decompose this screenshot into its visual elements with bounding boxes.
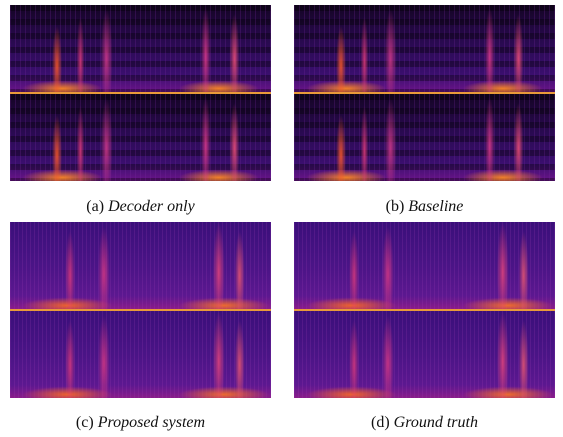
spectrogram-d <box>294 222 555 398</box>
spectrogram-a <box>10 5 271 181</box>
separator <box>10 92 271 94</box>
caption-label: (c) <box>75 414 94 431</box>
separator <box>294 92 555 94</box>
spectrogram-lower <box>294 94 555 181</box>
spectrogram-b <box>294 5 555 181</box>
caption-text: Proposed system <box>97 414 206 431</box>
caption-text: Ground truth <box>393 414 478 431</box>
caption-text: Decoder only <box>108 198 195 215</box>
caption: (c) Proposed system <box>10 414 271 432</box>
spectrogram-c <box>10 222 271 398</box>
spectrogram-upper <box>294 5 555 92</box>
spectrogram-upper <box>10 222 271 309</box>
spectrogram-lower <box>10 311 271 398</box>
spectrogram-lower <box>294 311 555 398</box>
spectrogram-upper <box>10 5 271 92</box>
spectrogram-lower <box>10 94 271 181</box>
separator <box>294 309 555 311</box>
caption-label: (b) <box>385 198 405 215</box>
caption-label: (a) <box>86 198 105 215</box>
caption: (a) Decoder only <box>10 198 271 216</box>
caption-label: (d) <box>371 414 390 431</box>
caption: (b) Baseline <box>294 198 555 216</box>
separator <box>10 309 271 311</box>
caption: (d) Ground truth <box>294 414 555 432</box>
spectrogram-upper <box>294 222 555 309</box>
caption-text: Baseline <box>408 198 464 215</box>
